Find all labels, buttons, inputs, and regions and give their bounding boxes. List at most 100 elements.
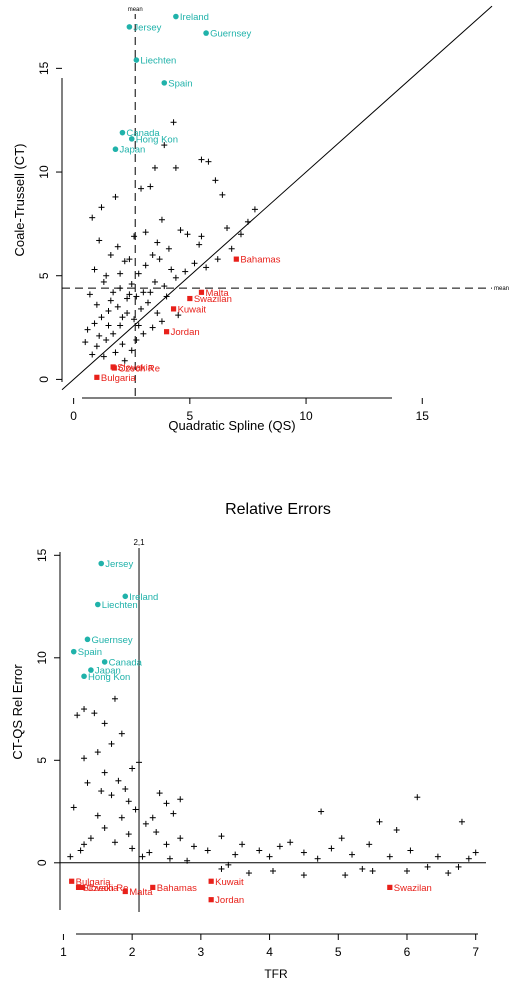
data-point [107, 297, 114, 304]
data-point [114, 243, 121, 250]
low-point [170, 306, 177, 312]
data-point [239, 841, 246, 848]
high-point [98, 560, 105, 567]
data-point [212, 177, 219, 184]
mean-vertical-label: mean [128, 7, 143, 13]
data-point [318, 808, 325, 815]
data-point [232, 851, 239, 858]
low-point [163, 329, 170, 335]
data-point [228, 245, 235, 252]
point-label: Czech Re [87, 883, 129, 894]
data-point [87, 835, 94, 842]
data-point [124, 295, 131, 302]
data-point [138, 305, 145, 312]
data-point [153, 829, 160, 836]
y-tick-label: 0 [37, 376, 51, 383]
data-point [139, 853, 146, 860]
data-point [149, 814, 156, 821]
point-label: Jordan [171, 327, 200, 338]
data-point [154, 310, 161, 317]
high-point [122, 593, 129, 600]
x-axis-ticks: 1 2 3 4 5 6 7 [60, 934, 479, 959]
data-point [124, 310, 131, 317]
x-axis-ticks: 0 5 10 15 [70, 398, 429, 423]
low-point [80, 884, 86, 890]
low-point [187, 295, 193, 302]
data-point [126, 256, 133, 263]
x-axis-label: Quadratic Spline (QS) [168, 418, 295, 433]
data-point [314, 855, 321, 862]
data-point [131, 233, 138, 240]
data-point [149, 251, 156, 258]
data-point [190, 843, 197, 850]
data-point [98, 314, 105, 321]
data-point [142, 229, 149, 236]
x-tick-label: 7 [472, 945, 479, 959]
y-tick-label: 10 [35, 651, 49, 665]
point-label: Czech Re [118, 364, 160, 375]
high-point [133, 57, 140, 63]
x-tick-label: 2 [129, 945, 136, 959]
data-point [140, 330, 147, 337]
data-point [100, 353, 107, 360]
data-point [133, 293, 140, 300]
data-point [112, 349, 119, 356]
data-point [121, 258, 128, 265]
data-point [108, 792, 115, 799]
data-point [205, 158, 212, 165]
point-label: Bulgaria [101, 373, 137, 384]
data-point [77, 847, 84, 854]
data-point [117, 322, 124, 329]
point-label: Malta [205, 288, 229, 299]
y-tick-label: 15 [35, 548, 49, 562]
point-label: Swazilan [394, 883, 432, 894]
data-point [91, 266, 98, 273]
x-tick-label: 15 [416, 409, 430, 423]
data-point [276, 843, 283, 850]
data-point [376, 818, 383, 825]
low-point [94, 374, 100, 380]
data-point [82, 339, 89, 346]
data-point [177, 227, 184, 234]
data-point [147, 183, 154, 190]
data-point [287, 839, 294, 846]
data-point [237, 231, 244, 238]
data-point [114, 303, 121, 310]
data-point [472, 849, 479, 856]
data-point [386, 853, 393, 860]
data-point [163, 841, 170, 848]
points-layer [67, 695, 479, 879]
data-point [93, 301, 100, 308]
y-tick-label: 0 [35, 859, 49, 866]
low-point [111, 365, 117, 371]
point-label: Guernsey [210, 29, 251, 40]
data-point [110, 330, 117, 337]
data-point [98, 204, 105, 211]
point-label: Hong Kon [136, 134, 178, 145]
data-point [393, 827, 400, 833]
data-point [129, 845, 136, 852]
data-point [161, 283, 168, 290]
chart-relative-errors: Relative Errors 1 2 3 4 5 6 7 0 5 10 15 TFR CT-QS… [10, 501, 486, 981]
data-point [111, 695, 118, 702]
data-point [204, 847, 211, 854]
data-point [203, 264, 210, 271]
data-point [112, 193, 119, 200]
data-point [121, 357, 128, 364]
data-point [225, 861, 232, 868]
data-point [81, 706, 88, 713]
data-point [100, 278, 107, 285]
chart-ct-vs-qs: 0 5 10 15 0 5 10 15 Quadratic Spline (QS) Coal… [12, 5, 509, 433]
data-point [91, 320, 98, 327]
data-point [245, 870, 252, 877]
data-point [300, 849, 307, 856]
data-point [251, 206, 258, 213]
data-point [91, 710, 98, 717]
point-label: Bulgaria [76, 877, 112, 888]
point-label: Japan [95, 666, 121, 677]
data-point [118, 730, 125, 737]
points-layer [82, 119, 258, 364]
